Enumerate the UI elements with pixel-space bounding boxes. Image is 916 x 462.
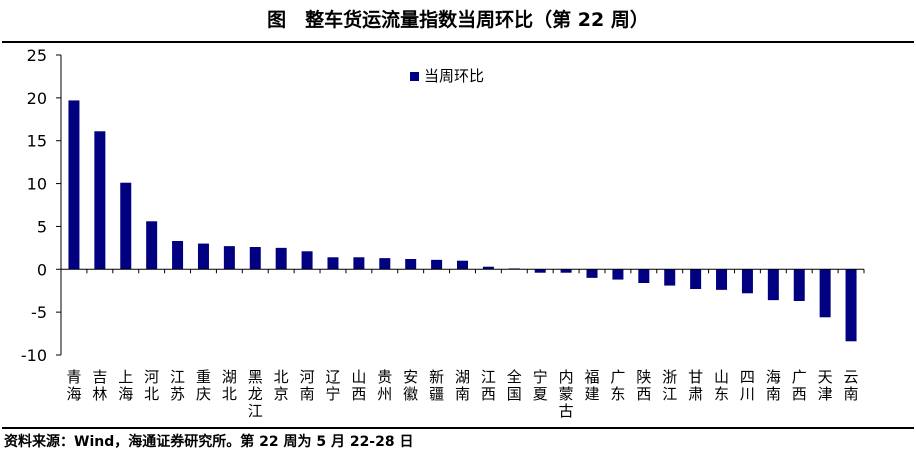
x-tick-label: 河南: [300, 368, 315, 403]
bar: [741, 269, 753, 294]
x-tick-label: 广东: [610, 368, 625, 403]
x-tick-label: 湖南: [455, 368, 470, 403]
bar: [431, 259, 443, 270]
x-tick-label: 新疆: [429, 368, 444, 403]
x-tick-label: 浙江: [662, 368, 677, 403]
x-tick-label: 北京: [274, 368, 289, 403]
bar-chart: -10 -5 0 5 10 15 20 25 青海吉林上海河北江苏重庆湖北黑龙江北京河南辽宁山西…: [21, 46, 865, 420]
x-tick-label: 甘肃: [688, 368, 703, 403]
x-tick-label: 黑龙江: [248, 368, 263, 420]
x-tick-label: 江西: [481, 368, 496, 403]
x-tick-label: 天津: [818, 368, 833, 403]
x-tick-label: 云南: [844, 368, 859, 403]
bar: [457, 260, 468, 270]
bar: [560, 269, 572, 273]
bar: [120, 182, 132, 270]
x-tick-label: 辽宁: [325, 368, 340, 403]
x-tick-label: 山东: [714, 368, 729, 403]
y-tick-label: 5: [37, 217, 47, 236]
bar: [172, 241, 184, 270]
bar: [586, 269, 598, 278]
x-tick-label: 广西: [792, 368, 807, 403]
x-tick-label: 山西: [351, 368, 366, 403]
source-rule: [2, 427, 914, 429]
bar: [793, 269, 805, 301]
bar: [379, 258, 391, 270]
y-tick-label: 15: [27, 132, 47, 151]
x-tick-label: 安徽: [403, 368, 418, 403]
bar: [94, 131, 106, 270]
figure-title: 图 整车货运流量指数当周环比（第 22 周）: [267, 9, 649, 31]
bar: [767, 269, 779, 301]
x-tick-label: 上海: [118, 368, 133, 403]
bar: [482, 266, 494, 270]
legend-swatch: [410, 72, 419, 81]
bar: [405, 259, 417, 270]
bar: [819, 269, 831, 318]
bar: [534, 269, 546, 273]
bar: [664, 269, 676, 286]
bar: [638, 269, 650, 283]
x-tick-label: 吉林: [92, 368, 107, 403]
x-tick-label: 福建: [585, 368, 600, 403]
bar: [690, 269, 702, 289]
x-tick-label: 四川: [740, 368, 755, 403]
bar: [223, 246, 235, 270]
bar: [353, 257, 365, 270]
y-tick-label: 10: [27, 175, 47, 194]
y-tick-label: 25: [27, 46, 47, 65]
bar: [612, 269, 624, 280]
x-tick-label: 宁夏: [533, 368, 548, 403]
x-tick-label: 江苏: [170, 368, 185, 403]
bar: [327, 257, 339, 270]
x-tick-label: 湖北: [222, 368, 237, 403]
bar: [146, 221, 158, 270]
x-tick-label: 河北: [144, 368, 159, 403]
x-tick-label: 全国: [507, 368, 522, 403]
bar: [249, 247, 261, 270]
x-tick-label: 海南: [766, 368, 781, 403]
x-tick-label: 重庆: [196, 368, 211, 403]
x-tick-label: 青海: [66, 368, 81, 403]
y-tick-label: -10: [21, 346, 47, 365]
x-tick-label: 贵州: [377, 368, 392, 403]
bar: [197, 243, 209, 270]
y-tick-label: 20: [27, 89, 47, 108]
x-tick-label: 陕西: [636, 368, 651, 403]
y-tick-label: -5: [31, 303, 47, 322]
bar: [275, 247, 287, 270]
bar: [716, 269, 728, 290]
bar: [68, 100, 80, 270]
legend-label: 当周环比: [424, 67, 484, 85]
y-tick-label: 0: [37, 260, 47, 279]
x-tick-label: 内蒙古: [559, 368, 574, 420]
source-note: 资料来源：Wind，海通证券研究所。第 22 周为 5 月 22-28 日: [4, 434, 414, 450]
title-rule: [2, 41, 914, 43]
bar: [845, 269, 857, 342]
bar: [301, 251, 313, 270]
